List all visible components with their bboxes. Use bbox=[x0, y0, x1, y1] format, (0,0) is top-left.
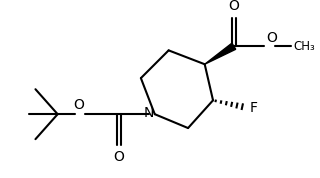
Text: F: F bbox=[250, 101, 258, 115]
Text: CH₃: CH₃ bbox=[293, 40, 315, 53]
Text: O: O bbox=[266, 31, 277, 45]
Text: O: O bbox=[113, 150, 124, 164]
Text: N: N bbox=[143, 106, 154, 120]
Text: O: O bbox=[228, 0, 239, 14]
Text: O: O bbox=[73, 98, 84, 112]
Polygon shape bbox=[205, 43, 236, 64]
